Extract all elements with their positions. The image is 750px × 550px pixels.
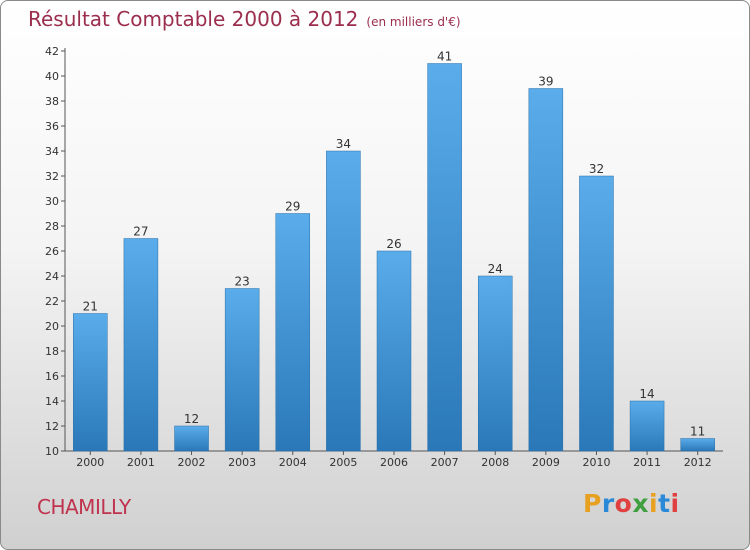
y-tick-label: 26 xyxy=(45,245,59,258)
y-tick-label: 28 xyxy=(45,220,59,233)
y-tick-label: 32 xyxy=(45,170,59,183)
chart-bars xyxy=(73,63,715,452)
data-label-2011: 14 xyxy=(639,387,654,401)
x-tick-label: 2009 xyxy=(532,456,560,469)
bar-2006[interactable] xyxy=(376,250,412,452)
y-tick-label: 34 xyxy=(45,145,59,158)
y-tick-label: 12 xyxy=(45,420,59,433)
logo-letter: x xyxy=(632,489,649,518)
data-label-2005: 34 xyxy=(336,137,351,151)
data-label-2004: 29 xyxy=(285,200,300,214)
logo-letter: P xyxy=(583,489,602,518)
bar-2009[interactable] xyxy=(528,88,564,452)
y-tick-label: 36 xyxy=(45,120,59,133)
x-tick-label: 2006 xyxy=(380,456,408,469)
data-label-2000: 21 xyxy=(83,300,98,314)
x-tick-label: 2004 xyxy=(279,456,307,469)
logo-letter: t xyxy=(658,489,671,518)
bar-2000[interactable] xyxy=(73,313,108,452)
y-tick-label: 38 xyxy=(45,95,59,108)
y-tick-label: 20 xyxy=(45,320,59,333)
data-label-2002: 12 xyxy=(184,412,199,426)
data-label-2009: 39 xyxy=(538,75,553,89)
data-label-2008: 24 xyxy=(488,262,503,276)
bar-2007[interactable] xyxy=(427,63,462,452)
logo-letter: i xyxy=(670,489,680,518)
bar-2012[interactable] xyxy=(680,438,715,452)
proxiti-logo[interactable]: Proxiti xyxy=(583,489,680,518)
y-tick-label: 14 xyxy=(45,395,59,408)
data-label-2001: 27 xyxy=(133,225,148,239)
x-tick-label: 2007 xyxy=(431,456,459,469)
y-tick-label: 16 xyxy=(45,370,59,383)
y-tick-label: 30 xyxy=(45,195,59,208)
bar-2008[interactable] xyxy=(477,275,513,452)
city-name: CHAMILLY xyxy=(37,495,131,519)
data-label-2003: 23 xyxy=(235,275,250,289)
bar-2002[interactable] xyxy=(174,425,209,452)
x-tick-label: 2008 xyxy=(481,456,509,469)
bar-2010[interactable] xyxy=(579,175,614,452)
y-tick-label: 10 xyxy=(45,445,59,458)
logo-letter: o xyxy=(614,489,633,518)
bar-2001[interactable] xyxy=(123,238,159,452)
chart-axes: 10 12 14 16 18 20 22 24 26 28 30 32 34 36 38 40 42 2000 20… xyxy=(45,45,723,469)
chart-subtitle: (en milliers d'€) xyxy=(366,15,461,29)
bar-2005[interactable] xyxy=(326,150,361,452)
x-tick-label: 2010 xyxy=(582,456,610,469)
data-label-2012: 11 xyxy=(690,425,705,439)
x-tick-label: 2011 xyxy=(633,456,661,469)
bar-2003[interactable] xyxy=(224,288,260,452)
data-label-2006: 26 xyxy=(386,237,401,251)
y-tick-label: 42 xyxy=(45,45,59,58)
logo-letter: r xyxy=(601,489,615,518)
y-tick-label: 40 xyxy=(45,70,59,83)
x-tick-label: 2001 xyxy=(127,456,155,469)
chart-title-text: Résultat Comptable 2000 à 2012 xyxy=(28,7,359,31)
bar-2011[interactable] xyxy=(629,400,665,452)
x-tick-label: 2005 xyxy=(329,456,357,469)
x-tick-label: 2003 xyxy=(228,456,256,469)
chart-labels: 21 27 12 23 29 34 26 41 24 39 32 14 11 xyxy=(83,50,706,439)
x-tick-label: 2012 xyxy=(684,456,712,469)
chart-title: Résultat Comptable 2000 à 2012 (en millie… xyxy=(28,7,461,31)
x-tick-label: 2000 xyxy=(76,456,104,469)
data-label-2010: 32 xyxy=(589,162,604,176)
y-tick-label: 24 xyxy=(45,270,59,283)
data-label-2007: 41 xyxy=(437,50,452,64)
logo-letter: i xyxy=(649,489,659,518)
y-tick-label: 22 xyxy=(45,295,59,308)
y-tick-label: 18 xyxy=(45,345,59,358)
x-tick-label: 2002 xyxy=(178,456,206,469)
bar-2004[interactable] xyxy=(275,213,311,452)
